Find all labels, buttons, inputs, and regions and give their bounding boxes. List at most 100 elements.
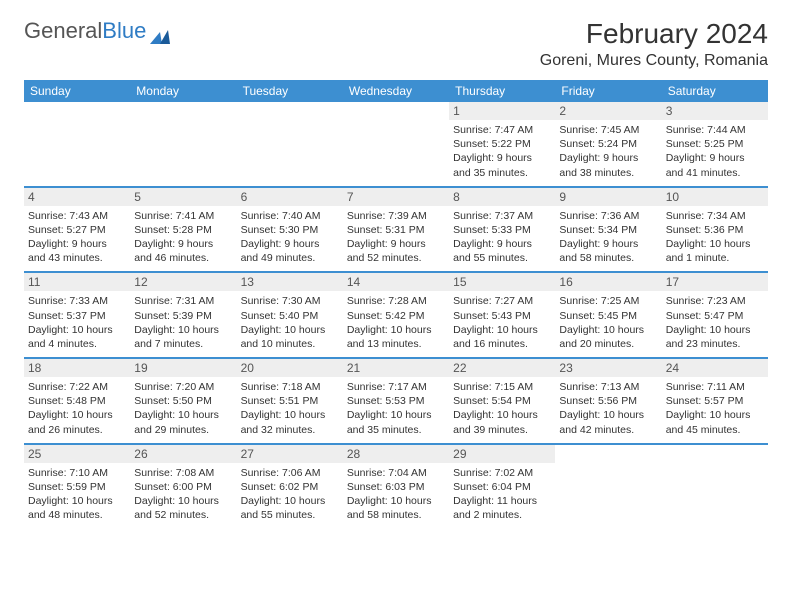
daylight-line: Daylight: 9 hours and 43 minutes. [28,237,126,265]
daylight-line: Daylight: 9 hours and 58 minutes. [559,237,657,265]
daylight-line: Daylight: 11 hours and 2 minutes. [453,494,551,522]
sunset-line: Sunset: 5:51 PM [241,394,339,408]
sunset-line: Sunset: 5:43 PM [453,309,551,323]
sunset-line: Sunset: 6:03 PM [347,480,445,494]
day-number: 22 [449,359,555,377]
header: GeneralBlue February 2024 Goreni, Mures … [24,18,768,70]
sunrise-line: Sunrise: 7:37 AM [453,209,551,223]
day-number: 21 [343,359,449,377]
day-number: 27 [237,445,343,463]
sunrise-line: Sunrise: 7:08 AM [134,466,232,480]
sunrise-line: Sunrise: 7:27 AM [453,294,551,308]
day-number: 16 [555,273,661,291]
sunrise-line: Sunrise: 7:23 AM [666,294,764,308]
daylight-line: Daylight: 9 hours and 55 minutes. [453,237,551,265]
sunrise-line: Sunrise: 7:45 AM [559,123,657,137]
sunset-line: Sunset: 5:37 PM [28,309,126,323]
day-number: 25 [24,445,130,463]
day-cell: 19Sunrise: 7:20 AMSunset: 5:50 PMDayligh… [130,359,236,443]
day-cell [130,102,236,186]
sunset-line: Sunset: 5:40 PM [241,309,339,323]
day-number: 13 [237,273,343,291]
day-cell: 8Sunrise: 7:37 AMSunset: 5:33 PMDaylight… [449,188,555,272]
day-number: 23 [555,359,661,377]
sunrise-line: Sunrise: 7:47 AM [453,123,551,137]
weekday-header: Monday [130,80,236,102]
daylight-line: Daylight: 10 hours and 42 minutes. [559,408,657,436]
day-cell: 13Sunrise: 7:30 AMSunset: 5:40 PMDayligh… [237,273,343,357]
daylight-line: Daylight: 10 hours and 58 minutes. [347,494,445,522]
sunset-line: Sunset: 5:31 PM [347,223,445,237]
day-number: 12 [130,273,236,291]
week-row: 25Sunrise: 7:10 AMSunset: 5:59 PMDayligh… [24,445,768,529]
sunset-line: Sunset: 5:54 PM [453,394,551,408]
day-cell: 15Sunrise: 7:27 AMSunset: 5:43 PMDayligh… [449,273,555,357]
daylight-line: Daylight: 10 hours and 4 minutes. [28,323,126,351]
daylight-line: Daylight: 10 hours and 45 minutes. [666,408,764,436]
daylight-line: Daylight: 10 hours and 16 minutes. [453,323,551,351]
sunset-line: Sunset: 5:39 PM [134,309,232,323]
sunset-line: Sunset: 5:53 PM [347,394,445,408]
day-number: 10 [662,188,768,206]
daylight-line: Daylight: 10 hours and 26 minutes. [28,408,126,436]
day-cell: 21 Sunrise: 7:17 AMSunset: 5:53 PMDayligh… [343,359,449,443]
day-cell: 29Sunrise: 7:02 AMSunset: 6:04 PMDayligh… [449,445,555,529]
daylight-line: Daylight: 10 hours and 55 minutes. [241,494,339,522]
sunrise-line: Sunrise: 7:02 AM [453,466,551,480]
day-cell: 4Sunrise: 7:43 AMSunset: 5:27 PMDaylight… [24,188,130,272]
sunrise-line: Sunrise: 7:04 AM [347,466,445,480]
sunset-line: Sunset: 5:28 PM [134,223,232,237]
daylight-line: Daylight: 10 hours and 23 minutes. [666,323,764,351]
brand-part1: General [24,18,102,44]
day-cell: 6Sunrise: 7:40 AMSunset: 5:30 PMDaylight… [237,188,343,272]
sunrise-line: Sunrise: 7:13 AM [559,380,657,394]
sunrise-line: Sunrise: 7:33 AM [28,294,126,308]
sunrise-line: Sunrise: 7:30 AM [241,294,339,308]
day-cell: 9Sunrise: 7:36 AMSunset: 5:34 PMDaylight… [555,188,661,272]
weekday-header: Wednesday [343,80,449,102]
sunrise-line: Sunrise: 7:17 AM [347,380,445,394]
day-cell: 10Sunrise: 7:34 AMSunset: 5:36 PMDayligh… [662,188,768,272]
daylight-line: Daylight: 10 hours and 1 minute. [666,237,764,265]
daylight-line: Daylight: 10 hours and 20 minutes. [559,323,657,351]
day-number: 29 [449,445,555,463]
day-cell [24,102,130,186]
sunset-line: Sunset: 5:48 PM [28,394,126,408]
sunset-line: Sunset: 5:57 PM [666,394,764,408]
sunrise-line: Sunrise: 7:43 AM [28,209,126,223]
month-title: February 2024 [540,18,768,50]
daylight-line: Daylight: 9 hours and 49 minutes. [241,237,339,265]
sunrise-line: Sunrise: 7:18 AM [241,380,339,394]
sunrise-line: Sunrise: 7:15 AM [453,380,551,394]
day-cell: 26Sunrise: 7:08 AMSunset: 6:00 PMDayligh… [130,445,236,529]
sunrise-line: Sunrise: 7:25 AM [559,294,657,308]
daylight-line: Daylight: 9 hours and 52 minutes. [347,237,445,265]
sunrise-line: Sunrise: 7:39 AM [347,209,445,223]
sunrise-line: Sunrise: 7:06 AM [241,466,339,480]
daylight-line: Daylight: 10 hours and 35 minutes. [347,408,445,436]
day-cell: 23Sunrise: 7:13 AMSunset: 5:56 PMDayligh… [555,359,661,443]
daylight-line: Daylight: 10 hours and 29 minutes. [134,408,232,436]
day-cell: 1Sunrise: 7:47 AMSunset: 5:22 PMDaylight… [449,102,555,186]
week-row: 1Sunrise: 7:47 AMSunset: 5:22 PMDaylight… [24,102,768,188]
daylight-line: Daylight: 10 hours and 13 minutes. [347,323,445,351]
daylight-line: Daylight: 9 hours and 41 minutes. [666,151,764,179]
day-number: 11 [24,273,130,291]
day-cell [662,445,768,529]
sunset-line: Sunset: 6:02 PM [241,480,339,494]
logo-mark-icon [150,24,170,38]
day-number: 18 [24,359,130,377]
sunset-line: Sunset: 5:50 PM [134,394,232,408]
day-number: 4 [24,188,130,206]
day-number: 26 [130,445,236,463]
calendar: SundayMondayTuesdayWednesdayThursdayFrid… [24,80,768,528]
day-cell: 16Sunrise: 7:25 AMSunset: 5:45 PMDayligh… [555,273,661,357]
brand-part2: Blue [102,18,146,44]
day-cell: 3Sunrise: 7:44 AMSunset: 5:25 PMDaylight… [662,102,768,186]
daylight-line: Daylight: 9 hours and 35 minutes. [453,151,551,179]
day-number: 24 [662,359,768,377]
sunset-line: Sunset: 5:34 PM [559,223,657,237]
day-number: 5 [130,188,236,206]
day-cell: 25Sunrise: 7:10 AMSunset: 5:59 PMDayligh… [24,445,130,529]
day-cell: 17Sunrise: 7:23 AMSunset: 5:47 PMDayligh… [662,273,768,357]
